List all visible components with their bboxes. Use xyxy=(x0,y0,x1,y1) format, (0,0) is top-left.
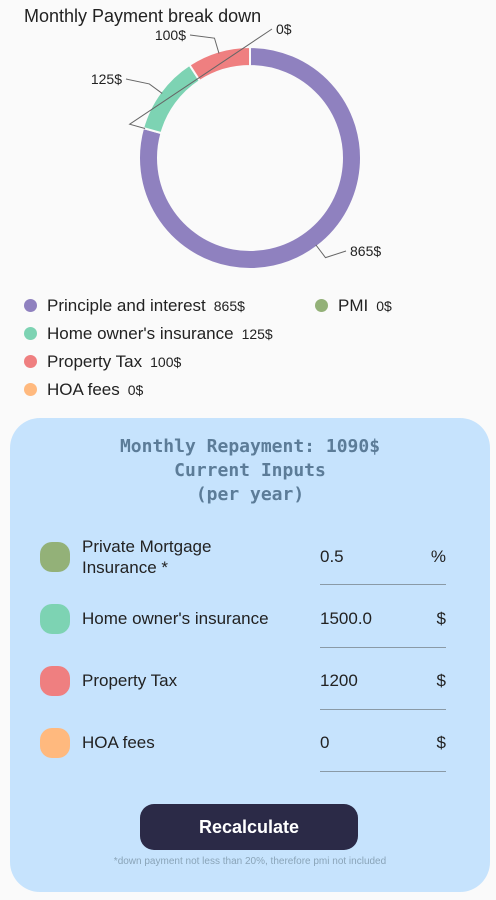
hoa-input-underline xyxy=(320,771,446,772)
monthly-repayment: Monthly Repayment: 1090$ xyxy=(119,436,381,457)
pmi-label: Private Mortgage Insurance * xyxy=(82,537,212,577)
hoa-swatch xyxy=(40,728,70,758)
inputs-panel: Monthly Repayment: 1090$ Current Inputs … xyxy=(10,418,490,892)
pmi-swatch xyxy=(40,542,70,572)
legend-insurance-value: 125$ xyxy=(241,326,273,342)
legend-pmi-swatch xyxy=(315,299,328,313)
legend-hoa-value: 0$ xyxy=(127,382,144,398)
pmi-input[interactable]: 0.5 xyxy=(320,547,344,566)
leader-line-pmi xyxy=(128,28,273,130)
slice-label-pmi: 0$ xyxy=(276,21,292,37)
legend-pmi: PMI 0$ xyxy=(315,296,392,316)
insurance-unit: $ xyxy=(436,609,446,628)
per-year-note: (per year) xyxy=(195,484,305,505)
donut-chart: 865$ 0$ 125$ 100$ xyxy=(91,21,381,270)
hoa-label: HOA fees xyxy=(82,733,155,752)
legend-principle: Principle and interest 865$ xyxy=(24,296,245,316)
legend-tax-swatch xyxy=(24,355,37,369)
leader-line-principle-and-interest xyxy=(315,244,347,259)
slice-label-home-owner-s-insurance: 125$ xyxy=(91,71,122,87)
legend-principle-swatch xyxy=(24,299,37,313)
legend-pmi-label: PMI xyxy=(338,296,369,315)
insurance-swatch xyxy=(40,604,70,634)
pmi-unit: % xyxy=(430,547,446,566)
leader-line-home-owner-s-insurance xyxy=(125,78,163,94)
legend-principle-value: 865$ xyxy=(213,298,245,314)
donut-slice-home-owner-s-insurance xyxy=(141,63,202,135)
insurance-input[interactable]: 1500.0 xyxy=(320,609,372,628)
legend-pmi-value: 0$ xyxy=(376,298,392,314)
tax-unit: $ xyxy=(436,671,446,690)
legend-tax: Property Tax 100$ xyxy=(24,352,181,372)
chart-title: Monthly Payment break down xyxy=(24,6,262,26)
recalculate-button[interactable]: Recalculate xyxy=(140,804,358,850)
tax-input[interactable]: 1200 xyxy=(320,671,358,690)
legend-insurance-swatch xyxy=(24,327,37,341)
legend-hoa: HOA fees 0$ xyxy=(24,380,143,400)
legend-insurance: Home owner's insurance 125$ xyxy=(24,324,273,344)
hoa-unit: $ xyxy=(436,733,446,752)
legend-hoa-swatch xyxy=(24,383,37,397)
pmi-input-underline xyxy=(320,584,446,585)
legend-insurance-label: Home owner's insurance xyxy=(47,324,234,343)
legend-tax-value: 100$ xyxy=(150,354,182,370)
legend-tax-label: Property Tax xyxy=(47,352,143,371)
current-inputs-title: Current Inputs xyxy=(174,460,326,481)
donut-slice-principle-and-interest xyxy=(138,45,362,270)
leader-line-property-tax xyxy=(189,34,220,54)
tax-label: Property Tax xyxy=(82,671,178,690)
tax-swatch xyxy=(40,666,70,696)
insurance-label: Home owner's insurance xyxy=(82,609,269,628)
legend-principle-label: Principle and interest xyxy=(47,296,206,315)
slice-label-principle-and-interest: 865$ xyxy=(350,243,381,259)
hoa-input[interactable]: 0 xyxy=(320,733,330,752)
pmi-footnote: *down payment not less than 20%, therefo… xyxy=(113,856,387,867)
slice-label-property-tax: 100$ xyxy=(155,27,186,43)
insurance-input-underline xyxy=(320,647,446,648)
legend-hoa-label: HOA fees xyxy=(47,380,120,399)
tax-input-underline xyxy=(320,709,446,710)
